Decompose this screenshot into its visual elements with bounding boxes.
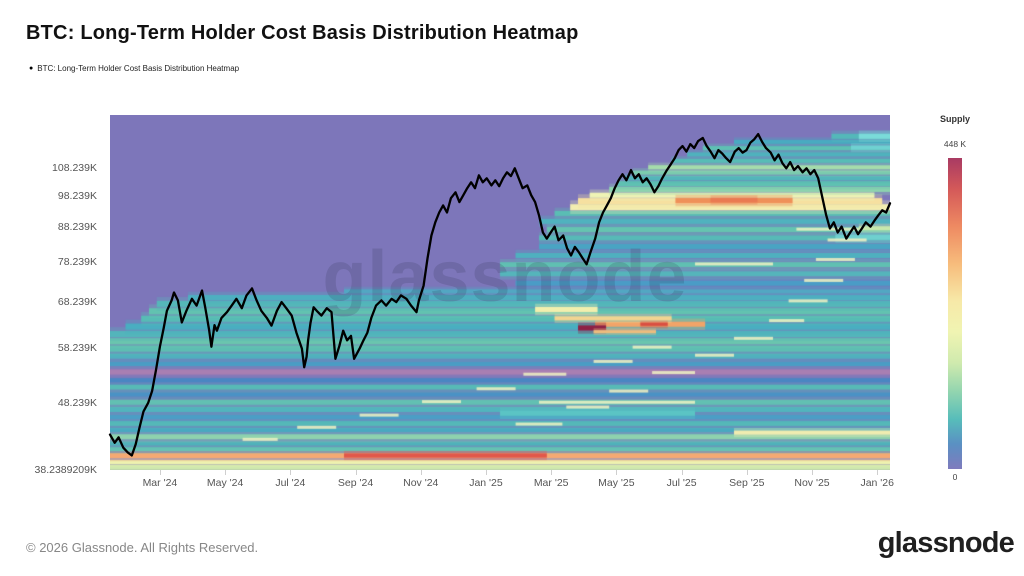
x-axis-tick <box>159 470 161 475</box>
x-axis-label: Jul '25 <box>666 477 697 489</box>
x-axis-label: Jan '25 <box>469 477 503 489</box>
glassnode-wordmark: glassnode <box>877 527 1015 559</box>
x-axis-tick <box>485 470 487 475</box>
colorbar <box>948 158 962 469</box>
x-axis-tick <box>877 470 879 475</box>
legend-item[interactable]: ● BTC: Long-Term Holder Cost Basis Distr… <box>29 64 239 73</box>
x-axis-tick <box>812 470 813 475</box>
heatmap-plot[interactable] <box>110 115 890 470</box>
x-axis-label: May '25 <box>598 477 635 489</box>
x-axis-label: Nov '24 <box>403 477 439 489</box>
x-axis-label: May '24 <box>206 477 244 489</box>
colorbar-title: Supply <box>939 114 970 124</box>
x-axis-label: Jul '24 <box>275 477 306 489</box>
y-axis-label: 58.239K <box>57 341 97 354</box>
y-axis-label: 78.239K <box>57 256 97 269</box>
x-axis-tick <box>225 470 227 475</box>
colorbar-min-label: 0 <box>952 472 958 482</box>
copyright-text: © 2026 Glassnode. All Rights Reserved. <box>26 540 259 555</box>
x-axis-label: Jan '26 <box>860 477 894 489</box>
x-axis-tick <box>290 470 292 475</box>
colorbar-max-label: 448 K <box>943 139 967 149</box>
x-axis-label: Sep '24 <box>337 477 374 489</box>
legend-dot-icon: ● <box>29 65 34 72</box>
y-axis-label: 38.2389209K <box>34 464 97 476</box>
x-axis-tick <box>616 470 618 475</box>
x-axis-tick <box>355 470 357 475</box>
x-axis-label: Sep '25 <box>729 477 765 489</box>
x-axis-tick <box>746 470 748 475</box>
y-axis-label: 98.239K <box>57 190 97 203</box>
x-axis-label: Mar '24 <box>142 477 178 489</box>
x-axis-label: Mar '25 <box>533 477 569 489</box>
y-axis-label: 48.239K <box>57 396 97 409</box>
x-axis-label: Nov '25 <box>794 477 830 489</box>
page-title: BTC: Long-Term Holder Cost Basis Distrib… <box>26 22 579 44</box>
y-axis-label: 68.239K <box>57 295 97 308</box>
y-axis-label: 108.239K <box>52 162 97 175</box>
x-axis-tick <box>551 470 553 475</box>
legend-label: BTC: Long-Term Holder Cost Basis Distrib… <box>37 64 240 73</box>
y-axis-label: 88.239K <box>57 221 97 234</box>
x-axis-tick <box>420 470 422 475</box>
x-axis-tick <box>681 470 683 475</box>
